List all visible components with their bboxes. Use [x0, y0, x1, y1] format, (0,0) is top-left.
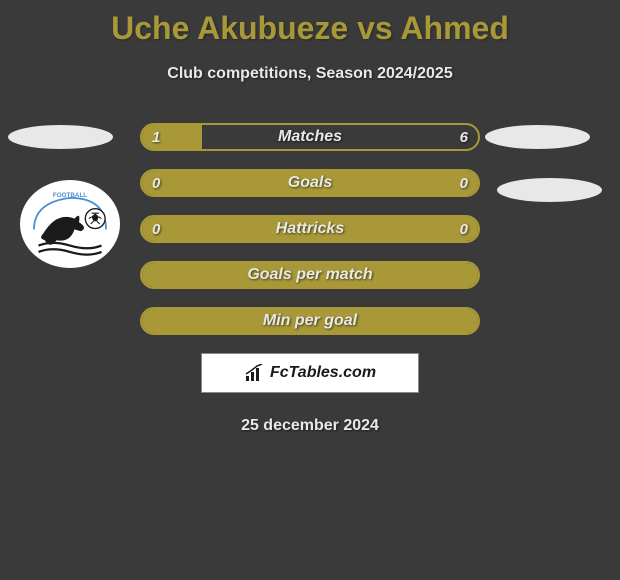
stat-label: Hattricks	[142, 217, 478, 241]
player-right-ellipse-1	[485, 125, 590, 149]
player-left-ellipse	[8, 125, 113, 149]
comparison-subtitle: Club competitions, Season 2024/2025	[0, 65, 620, 83]
footer-brand: FcTables.com	[244, 364, 376, 382]
stat-value-right: 0	[460, 171, 468, 195]
date-text: 25 december 2024	[0, 417, 620, 435]
stat-row-goals-per-match: Goals per match	[140, 261, 480, 289]
footer-brand-box[interactable]: FcTables.com	[201, 353, 419, 393]
comparison-title: Uche Akubueze vs Ahmed	[0, 0, 620, 47]
stat-row-min-per-goal: Min per goal	[140, 307, 480, 335]
stat-row-hattricks: 0 Hattricks 0	[140, 215, 480, 243]
footer-brand-text: FcTables.com	[270, 364, 376, 382]
svg-text:FOOTBALL: FOOTBALL	[53, 192, 87, 199]
stat-row-goals: 0 Goals 0	[140, 169, 480, 197]
player-right-ellipse-2	[497, 178, 602, 202]
dolphin-icon: FOOTBALL	[25, 184, 115, 264]
stat-row-matches: 1 Matches 6	[140, 123, 480, 151]
stat-label: Goals per match	[142, 263, 478, 287]
stat-label: Goals	[142, 171, 478, 195]
team-logo-left: FOOTBALL	[20, 180, 120, 268]
stat-label: Matches	[142, 125, 478, 149]
stat-value-right: 0	[460, 217, 468, 241]
stat-value-right: 6	[460, 125, 468, 149]
chart-icon	[244, 364, 266, 382]
stat-label: Min per goal	[142, 309, 478, 333]
